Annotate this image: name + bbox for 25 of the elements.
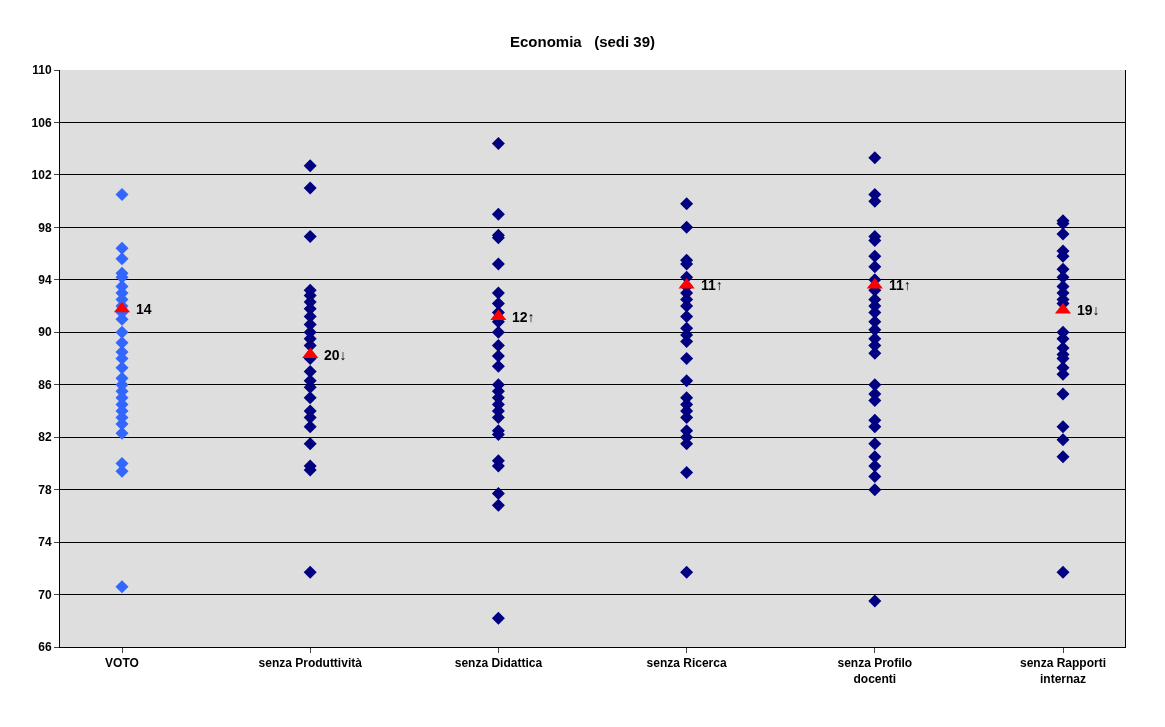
annotation: 12↑	[512, 309, 535, 325]
y-tick-label: 70	[38, 587, 52, 602]
y-tick-label: 90	[38, 325, 52, 340]
y-tick-label: 86	[38, 377, 52, 392]
y-tick-label: 110	[32, 63, 52, 78]
x-tick-label: senza Profilo docenti	[837, 656, 913, 686]
annotation: 11↑	[701, 277, 723, 293]
annotation: 14	[136, 301, 152, 317]
y-tick-label: 106	[31, 115, 52, 130]
chart-title: Economia (sedi 39)	[509, 32, 656, 50]
annotation: 20↓	[324, 347, 347, 363]
annotation: 11↑	[889, 277, 911, 293]
y-tick-label: 66	[38, 640, 52, 655]
y-tick-label: 102	[31, 168, 52, 183]
x-tick-label: senza Produttività	[258, 656, 363, 671]
annotation: 19↓	[1077, 302, 1100, 318]
x-tick-label: senza Rapporti internaz	[1019, 656, 1107, 686]
x-tick-label: senza Ricerca	[646, 656, 727, 671]
y-tick-label: 94	[38, 273, 52, 288]
y-tick-label: 78	[38, 482, 52, 497]
x-tick-label: senza Didattica	[454, 656, 543, 671]
x-tick-label: VOTO	[105, 656, 139, 671]
y-tick-label: 74	[38, 535, 52, 550]
y-tick-label: 98	[38, 220, 52, 235]
y-tick-label: 82	[38, 430, 52, 445]
